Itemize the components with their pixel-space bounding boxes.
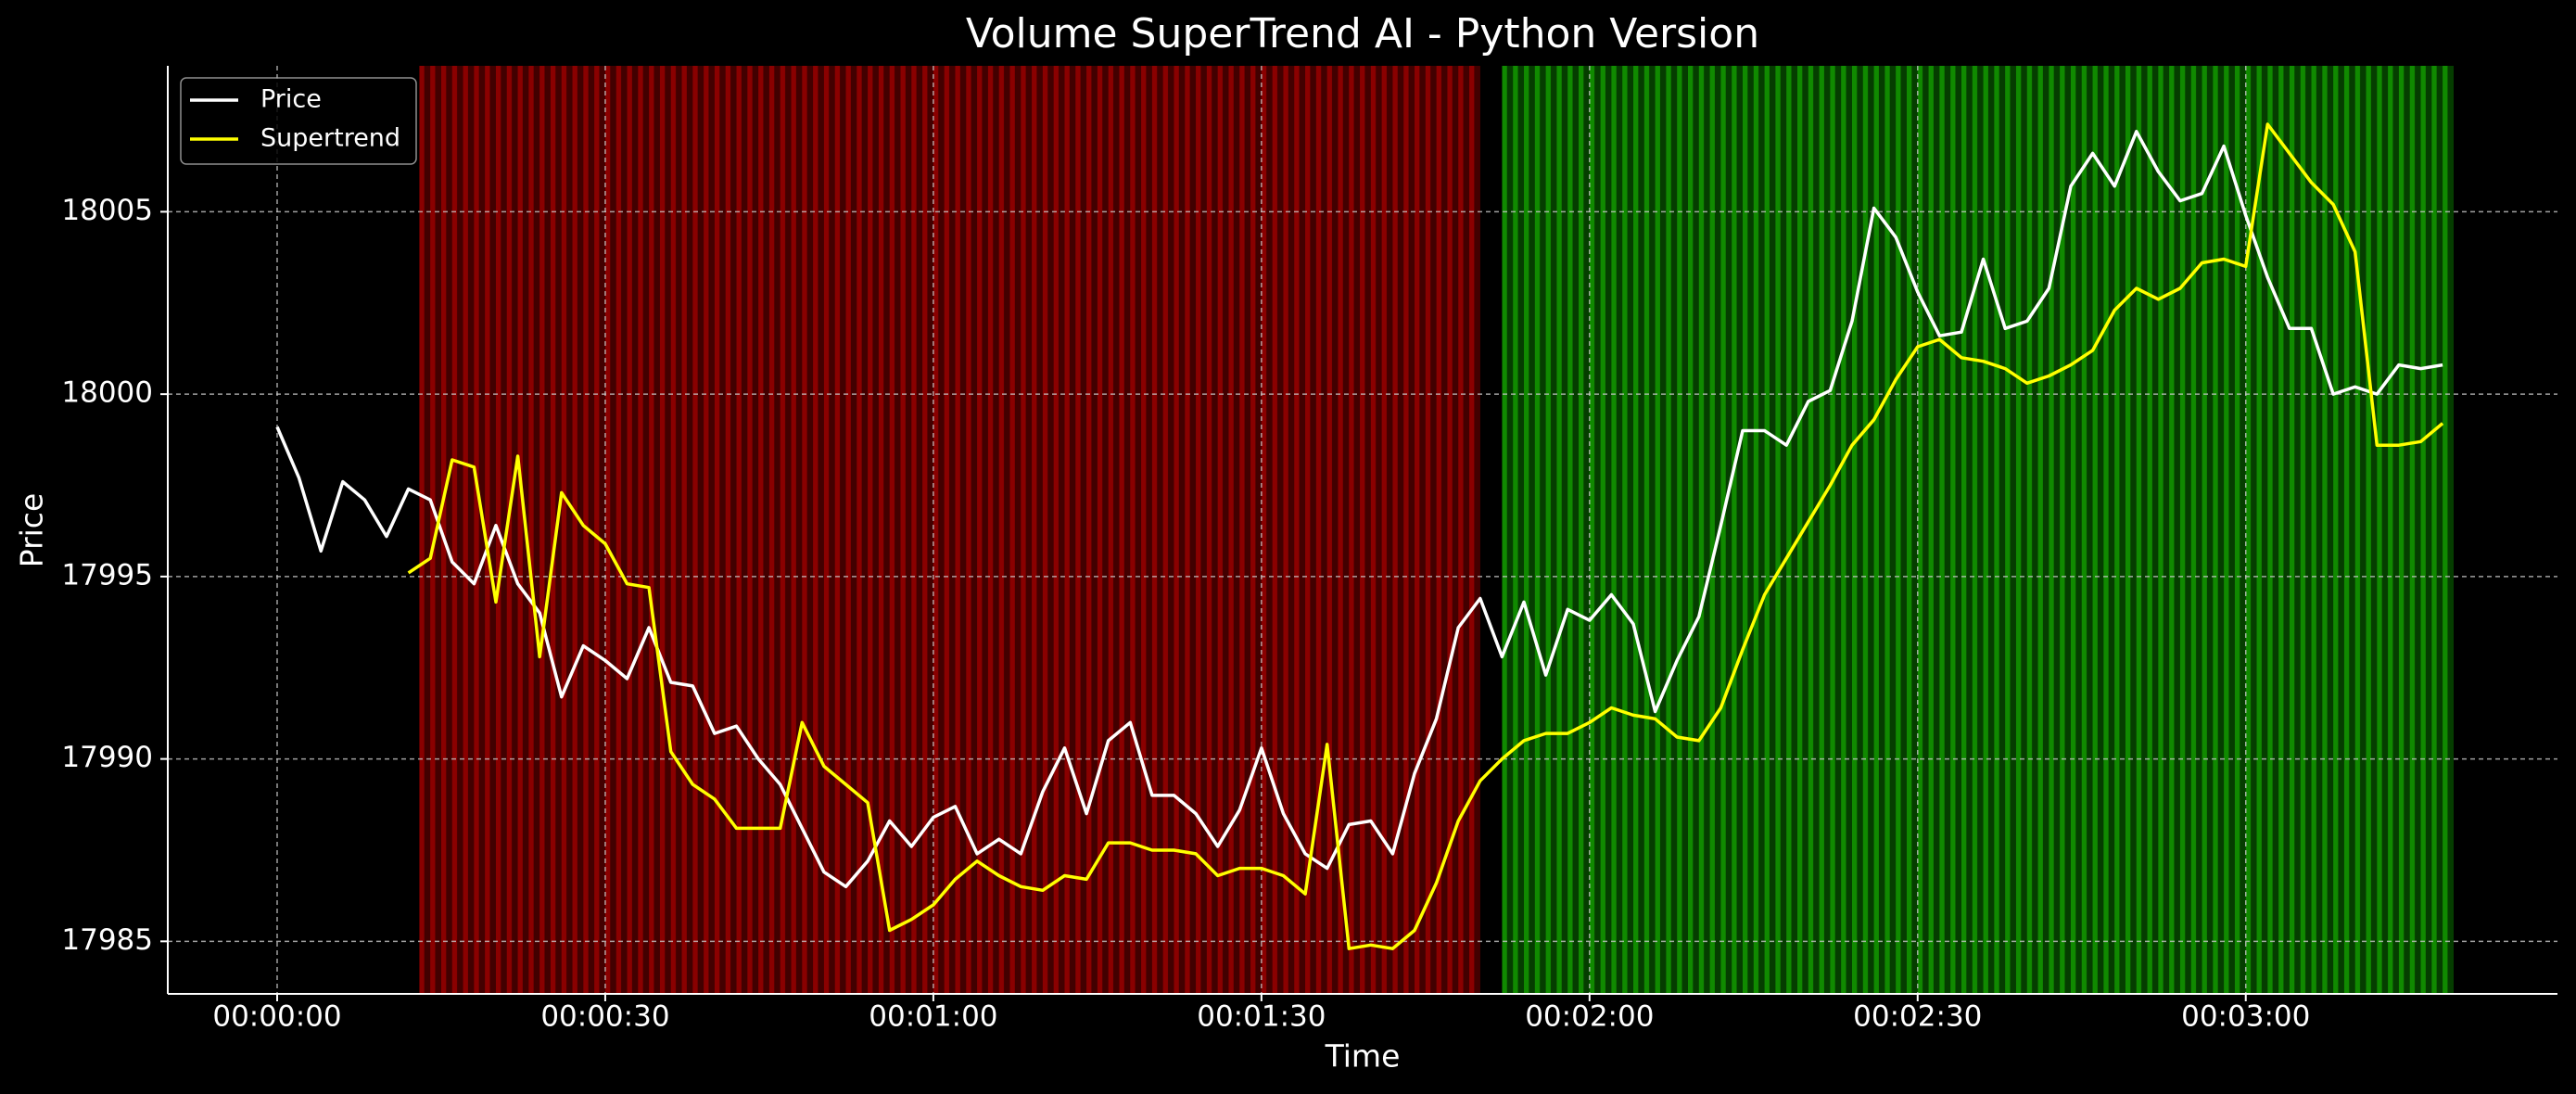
x-tick-label: 00:01:00 (869, 1000, 997, 1034)
x-axis-label: Time (1325, 1038, 1401, 1075)
lines (275, 122, 2444, 950)
y-tick-label: 18000 (61, 376, 153, 410)
series-line (275, 130, 2443, 889)
legend-box (180, 77, 417, 165)
y-axis-label: Price (14, 493, 50, 568)
x-tick-label: 00:02:00 (1525, 1000, 1654, 1034)
trend-band (1502, 66, 2454, 994)
grid (168, 66, 2557, 994)
axes: 17985 17990 17995 18000 18005 00:00:00 00:00:3… (61, 66, 2557, 1034)
legend-label: Supertrend (260, 124, 400, 153)
bands (419, 66, 2454, 994)
x-tick-label: 00:00:00 (212, 1000, 341, 1034)
y-tick-label: 17985 (61, 923, 153, 957)
x-tick-label: 00:02:30 (1853, 1000, 1982, 1034)
legend: Price Supertrend (180, 77, 417, 165)
x-tick-label: 00:03:00 (2181, 1000, 2310, 1034)
y-tick-label: 18005 (61, 194, 153, 227)
trend-band (419, 66, 1480, 994)
chart-title: Volume SuperTrend AI - Python Version (966, 10, 1759, 57)
y-tick-label: 17990 (61, 741, 153, 774)
x-tick-label: 00:01:30 (1197, 1000, 1326, 1034)
legend-label: Price (260, 85, 322, 114)
x-tick-label: 00:00:30 (540, 1000, 669, 1034)
y-tick-label: 17995 (61, 558, 153, 592)
series-line (407, 122, 2444, 950)
